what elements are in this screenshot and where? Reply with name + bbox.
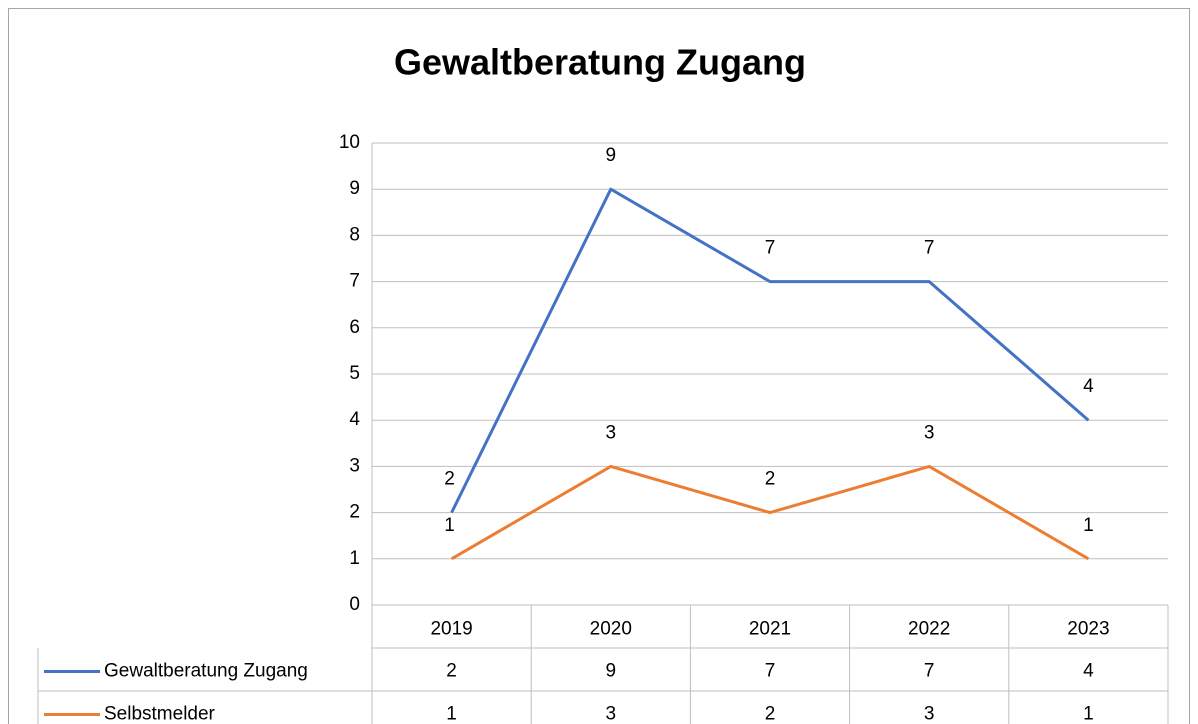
data-label: 2	[444, 469, 455, 490]
y-tick-label: 6	[349, 317, 360, 338]
data-label: 3	[606, 422, 617, 443]
table-cell: 9	[606, 661, 617, 682]
table-cell: 4	[1083, 661, 1094, 682]
table-cell: 3	[606, 704, 617, 724]
series-line	[450, 464, 1090, 561]
data-label: 9	[606, 145, 617, 166]
y-tick-label: 5	[349, 363, 360, 384]
x-tick-label: 2021	[749, 619, 791, 640]
table-cell: 2	[446, 661, 457, 682]
y-tick-label: 1	[349, 548, 360, 569]
y-tick-label: 9	[349, 178, 360, 199]
table-cell: 7	[765, 661, 776, 682]
chart-frame	[8, 8, 1190, 724]
data-label: 1	[444, 515, 455, 536]
chart-title: Gewaltberatung Zugang	[394, 42, 806, 83]
x-tick-label: 2020	[590, 619, 632, 640]
data-label: 4	[1083, 376, 1094, 397]
y-tick-label: 3	[349, 455, 360, 476]
table-cell: 2	[765, 704, 776, 724]
data-label: 7	[924, 238, 935, 259]
y-tick-label: 10	[339, 132, 360, 153]
y-tick-label: 0	[349, 594, 360, 615]
x-tick-label: 2022	[908, 619, 950, 640]
x-tick-label: 2023	[1067, 619, 1109, 640]
y-tick-label: 8	[349, 224, 360, 245]
y-tick-label: 2	[349, 502, 360, 523]
table-cell: 7	[924, 661, 935, 682]
data-label: 7	[765, 238, 776, 259]
table-cell: 3	[924, 704, 935, 724]
legend-label: Selbstmelder	[104, 704, 216, 724]
y-tick-label: 4	[349, 409, 360, 430]
x-tick-label: 2019	[430, 619, 472, 640]
data-label: 1	[1083, 515, 1094, 536]
series-line	[450, 187, 1090, 514]
table-cell: 1	[1083, 704, 1094, 724]
data-label: 2	[765, 469, 776, 490]
y-tick-label: 7	[349, 271, 360, 292]
legend-label: Gewaltberatung Zugang	[104, 661, 308, 682]
table-cell: 1	[446, 704, 457, 724]
data-label: 3	[924, 422, 935, 443]
